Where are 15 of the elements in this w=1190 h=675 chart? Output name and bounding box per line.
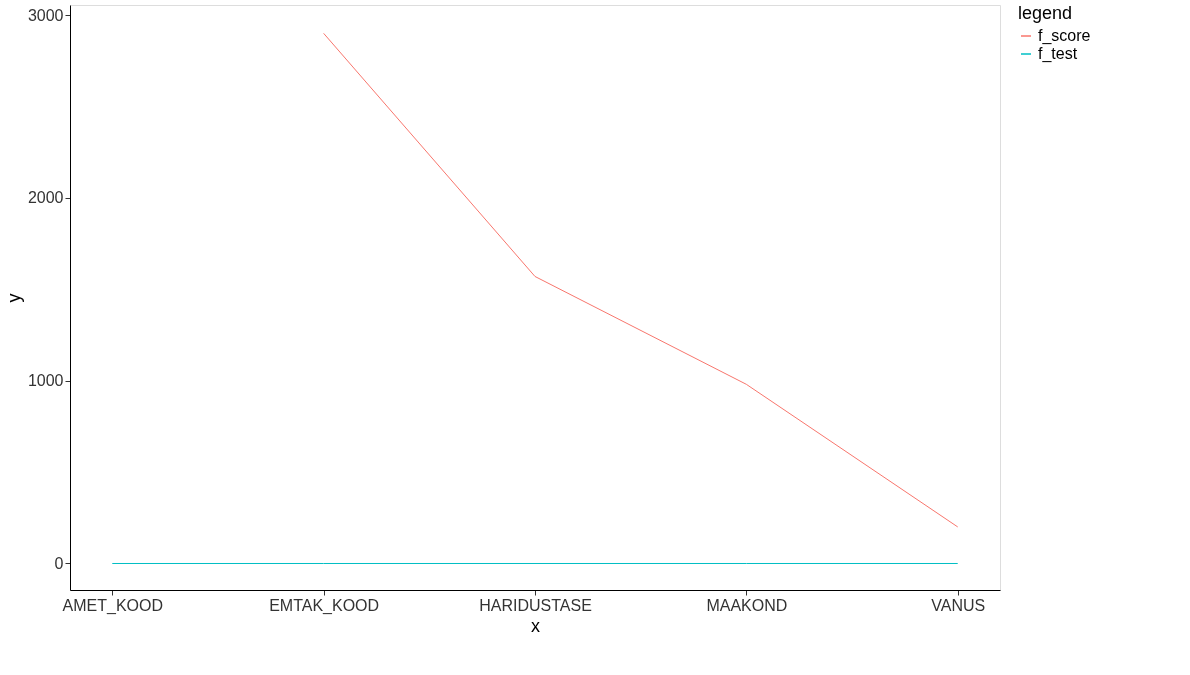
- line-series: [323, 32, 959, 528]
- x-tick-label: AMET_KOOD: [62, 596, 164, 615]
- y-tick-label: 2000: [27, 189, 64, 207]
- y-tick-label: 3000: [27, 6, 64, 24]
- x-tick-label: MAAKOND: [706, 596, 788, 614]
- y-axis-title: y: [3, 293, 24, 303]
- legend-title: legend: [1018, 3, 1073, 23]
- legend-label: f_test: [1038, 45, 1078, 63]
- y-tick-label: 0: [54, 554, 64, 572]
- x-tick-label: EMTAK_KOOD: [269, 596, 380, 615]
- y-tick-label: 1000: [27, 372, 64, 390]
- x-axis-title: x: [531, 615, 540, 636]
- x-tick-label: HARIDUSTASE: [479, 596, 592, 614]
- x-tick-label: VANUS: [931, 596, 986, 614]
- legend-label: f_score: [1038, 27, 1091, 45]
